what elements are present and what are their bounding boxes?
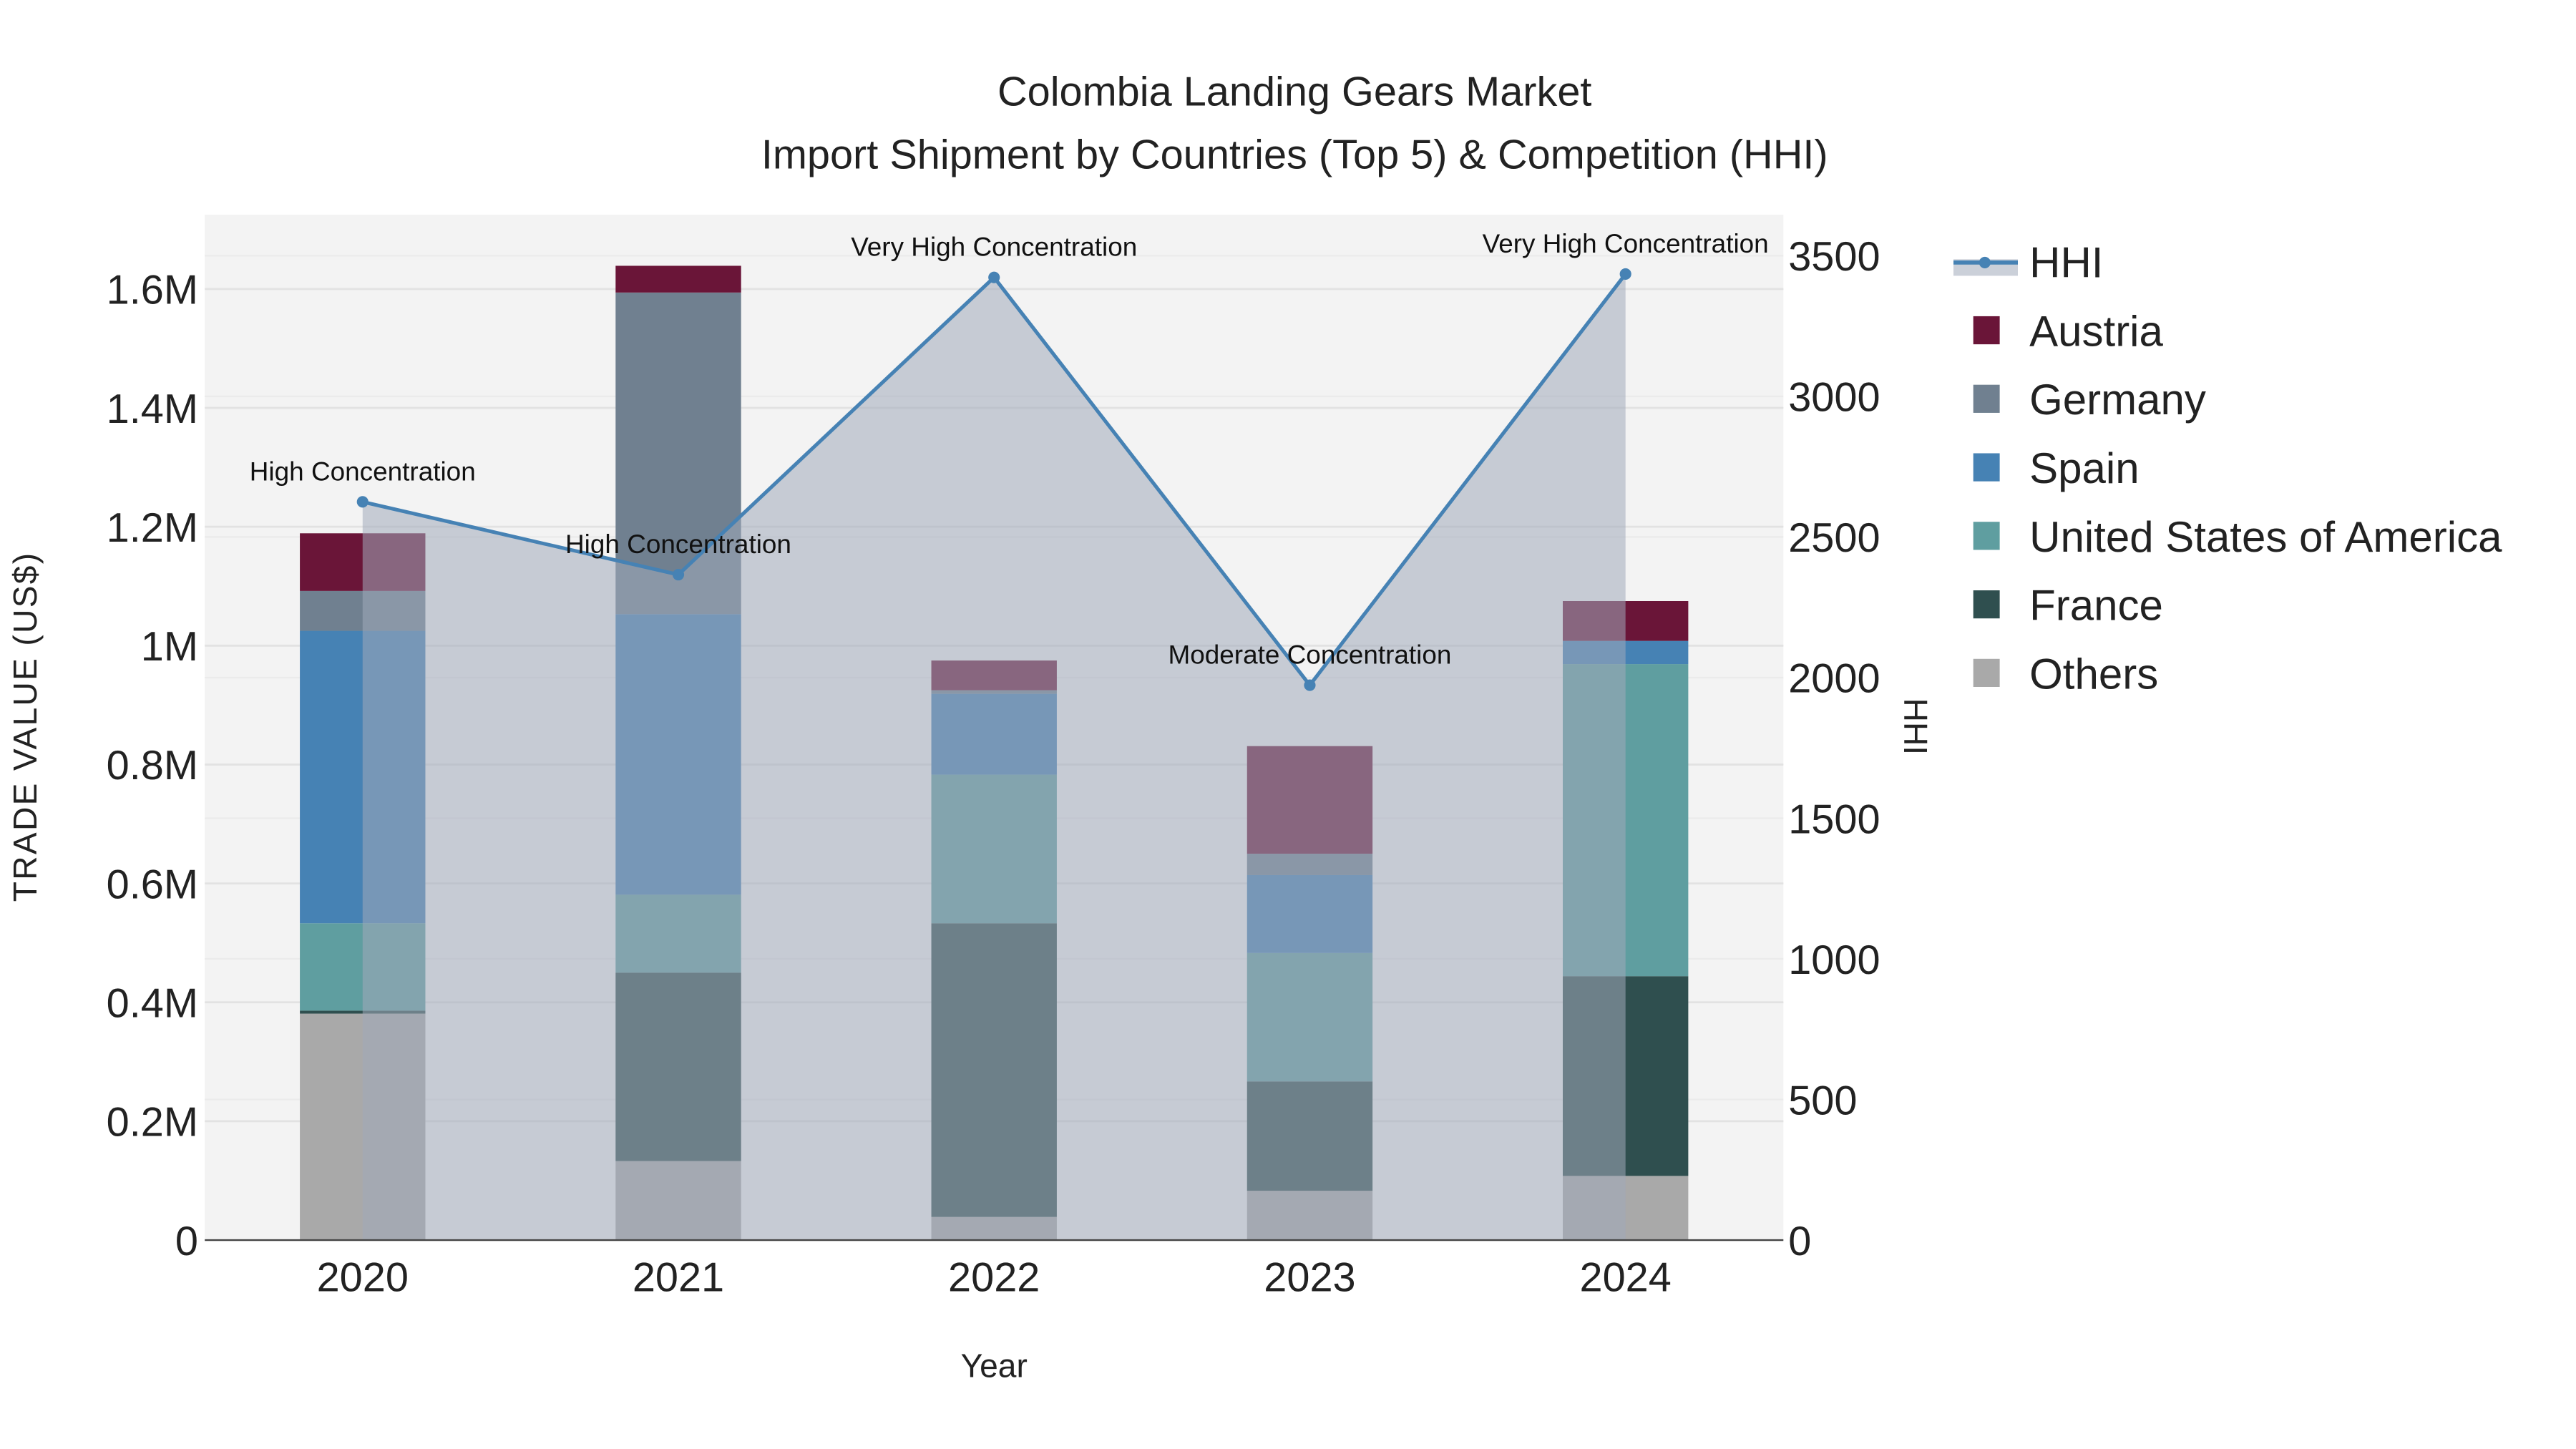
y-axis-ticks: 0 0.2M 0.4M 0.6M 0.8M 1M 1.2M 1.4M 1.6M: [107, 268, 198, 1264]
y-tick-label: 1.6M: [107, 268, 198, 313]
legend-label[interactable]: Austria: [2029, 307, 2163, 355]
chart-subtitle: Import Shipment by Countries (Top 5) & C…: [761, 132, 1828, 177]
chart-title: Colombia Landing Gears Market: [997, 69, 1591, 115]
hhi-annotation: Very High Concentration: [1483, 229, 1769, 258]
legend-swatch: [1973, 522, 2000, 550]
hhi-point[interactable]: [1619, 268, 1631, 280]
y2-tick-label: 2000: [1788, 656, 1880, 702]
legend-hhi-marker-icon: [1979, 256, 1991, 268]
y-tick-label: 0: [175, 1219, 198, 1264]
legend-swatch: [1973, 658, 2000, 687]
y-tick-label: 0.6M: [107, 862, 198, 907]
y-tick-label: 1.4M: [107, 386, 198, 432]
y-tick-label: 1.2M: [107, 505, 198, 551]
hhi-annotation: Very High Concentration: [851, 233, 1137, 262]
x-axis-ticks: 2020 2021 2022 2023 2024: [317, 1255, 1672, 1301]
hhi-annotation: High Concentration: [250, 457, 476, 486]
x-tick-label: 2020: [317, 1255, 409, 1301]
y2-tick-label: 3000: [1788, 375, 1880, 421]
y2-axis-ticks: 0 500 1000 1500 2000 2500 3000 3500: [1788, 234, 1880, 1264]
hhi-area-fill: [362, 273, 1626, 1241]
hhi-point[interactable]: [672, 569, 685, 581]
y2-tick-label: 2500: [1788, 515, 1880, 561]
hhi-annotation: Moderate Concentration: [1168, 640, 1451, 670]
y-tick-label: 0.4M: [107, 981, 198, 1027]
legend-label[interactable]: France: [2029, 582, 2163, 630]
y2-axis-title: HHI: [1897, 698, 1934, 755]
x-axis-title: Year: [961, 1347, 1028, 1385]
hhi-point[interactable]: [1304, 679, 1316, 691]
x-tick-label: 2023: [1264, 1255, 1355, 1301]
legend-label[interactable]: HHI: [2029, 239, 2103, 287]
legend-label[interactable]: Germany: [2029, 376, 2206, 424]
y2-tick-label: 1500: [1788, 796, 1880, 842]
legend-swatch: [1973, 453, 2000, 482]
hhi-point[interactable]: [356, 496, 369, 508]
hhi-area: [362, 273, 1626, 1241]
y2-tick-label: 500: [1788, 1078, 1857, 1123]
y2-tick-label: 0: [1788, 1219, 1811, 1264]
legend-swatch: [1973, 590, 2000, 619]
x-tick-label: 2024: [1580, 1255, 1672, 1301]
x-tick-label: 2022: [948, 1255, 1040, 1301]
legend-swatch: [1973, 316, 2000, 345]
hhi-annotation: High Concentration: [565, 530, 791, 559]
hhi-line: [356, 268, 1631, 691]
y-tick-label: 0.2M: [107, 1100, 198, 1146]
legend-label[interactable]: Others: [2029, 650, 2158, 698]
hhi-point[interactable]: [988, 271, 1000, 283]
legend: HHI Austria Germany Spain United States of A…: [1953, 239, 2502, 698]
x-tick-label: 2021: [633, 1255, 724, 1301]
legend-label[interactable]: United States of America: [2029, 513, 2502, 561]
legend-swatch: [1973, 384, 2000, 413]
bar-france[interactable]: [300, 1010, 426, 1014]
legend-label[interactable]: Spain: [2029, 444, 2139, 492]
bar-austria[interactable]: [615, 265, 741, 293]
y2-tick-label: 3500: [1788, 234, 1880, 280]
y-axis-title: TRADE VALUE (US$): [6, 552, 44, 902]
annotations: High Concentration High Concentration Very…: [250, 229, 1769, 670]
y-tick-label: 1M: [141, 624, 198, 670]
y-tick-label: 0.8M: [107, 743, 198, 789]
y2-tick-label: 1000: [1788, 937, 1880, 983]
